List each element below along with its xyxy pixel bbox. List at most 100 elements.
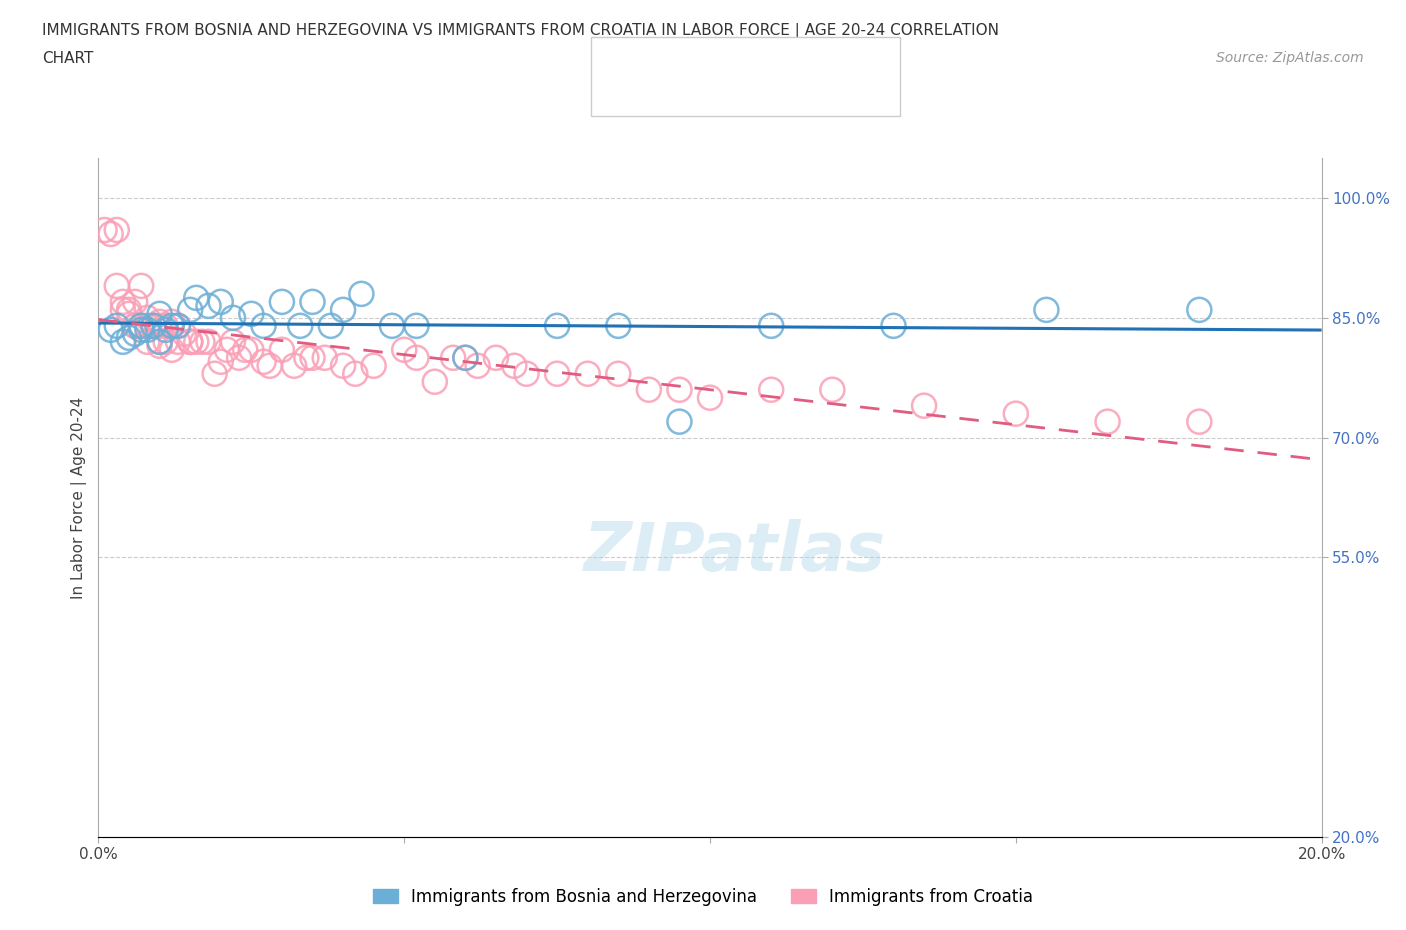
Point [160, 342, 183, 357]
Point [270, 295, 292, 310]
Point [142, 318, 165, 333]
Text: CHART: CHART [42, 51, 94, 66]
Point [516, 366, 538, 381]
Point [607, 318, 630, 333]
Point [118, 330, 141, 345]
Point [332, 302, 354, 317]
Text: 37: 37 [783, 37, 807, 56]
Point [209, 295, 232, 310]
Point [441, 351, 464, 365]
Point [105, 278, 128, 293]
Point [129, 318, 152, 333]
Text: R =: R = [633, 77, 669, 96]
Point [912, 398, 935, 413]
Point [124, 318, 146, 333]
Point [197, 335, 219, 350]
Point [111, 335, 134, 350]
Point [546, 366, 568, 381]
Point [240, 342, 263, 357]
Text: N =: N = [734, 77, 782, 96]
Point [607, 366, 630, 381]
Point [1097, 414, 1119, 429]
Point [759, 318, 782, 333]
Point [136, 323, 159, 338]
Point [233, 342, 256, 357]
Point [332, 358, 354, 373]
Point [668, 414, 690, 429]
Point [118, 306, 141, 321]
Point [454, 351, 477, 365]
Point [344, 366, 367, 381]
Point [105, 222, 128, 237]
Point [222, 335, 245, 350]
Point [576, 366, 599, 381]
Point [100, 227, 122, 242]
Point [142, 318, 165, 333]
Point [240, 306, 263, 321]
Point [155, 335, 177, 350]
Point [179, 335, 201, 350]
Point [381, 318, 404, 333]
Point [363, 358, 385, 373]
Point [149, 314, 172, 329]
Point [191, 335, 214, 350]
Point [1035, 302, 1057, 317]
Point [149, 335, 172, 350]
Point [167, 318, 190, 333]
Point [290, 318, 312, 333]
Text: Source: ZipAtlas.com: Source: ZipAtlas.com [1216, 51, 1364, 65]
Point [149, 339, 172, 353]
Point [301, 295, 323, 310]
Text: N =: N = [734, 37, 782, 56]
Point [423, 374, 446, 389]
Point [546, 318, 568, 333]
Point [160, 318, 183, 333]
Point [222, 311, 245, 325]
Point [149, 318, 172, 333]
Point [883, 318, 905, 333]
Point [314, 351, 336, 365]
Point [350, 286, 373, 301]
Point [392, 342, 416, 357]
Point [111, 302, 134, 317]
Point [503, 358, 526, 373]
Point [124, 318, 146, 333]
Point [155, 318, 177, 333]
Point [155, 323, 177, 338]
Point [637, 382, 661, 397]
Point [136, 311, 159, 325]
Text: ZIPatlas: ZIPatlas [583, 519, 886, 585]
Point [111, 295, 134, 310]
Point [215, 342, 238, 357]
Point [160, 314, 183, 329]
Point [454, 351, 477, 365]
Point [179, 335, 201, 350]
Point [319, 318, 342, 333]
Point [105, 318, 128, 333]
Point [252, 318, 274, 333]
Point [821, 382, 844, 397]
Text: 74: 74 [783, 77, 807, 96]
Point [1188, 302, 1211, 317]
Point [167, 318, 190, 333]
Point [129, 318, 152, 333]
Point [100, 323, 122, 338]
Point [228, 351, 250, 365]
Text: 0.016: 0.016 [675, 37, 733, 56]
Point [204, 366, 226, 381]
Point [149, 306, 172, 321]
Point [129, 318, 152, 333]
Point [759, 382, 782, 397]
Point [186, 335, 208, 350]
Text: -0.039: -0.039 [675, 77, 734, 96]
Point [270, 342, 292, 357]
Point [129, 323, 152, 338]
Point [301, 351, 323, 365]
Point [259, 358, 281, 373]
Point [173, 326, 195, 341]
Point [295, 351, 318, 365]
Point [129, 278, 152, 293]
Point [485, 351, 508, 365]
Point [1004, 406, 1026, 421]
Point [1188, 414, 1211, 429]
